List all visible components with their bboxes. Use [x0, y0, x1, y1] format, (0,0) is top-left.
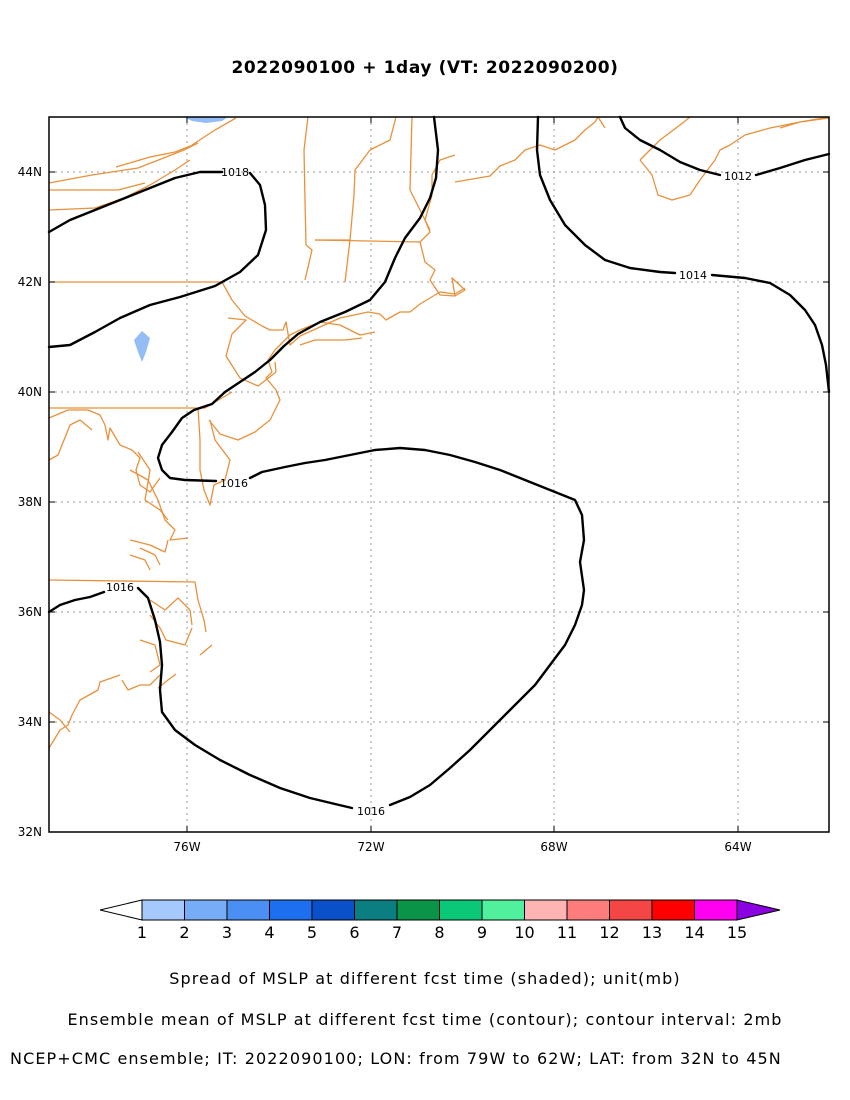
contour-1014 [535, 115, 677, 275]
colorbar-label: 7 [392, 923, 402, 942]
contour-1018-north [47, 170, 224, 234]
colorbar-cell [226, 899, 270, 921]
contour-labels: 1018 1016 1016 1016 1014 1012 [106, 166, 752, 818]
contour-label: 1016 [106, 581, 134, 594]
colorbar-label: 9 [477, 923, 487, 942]
y-tick-label: 32N [18, 825, 42, 839]
contour-label: 1012 [724, 170, 752, 183]
colorbar-low-arrow [99, 899, 143, 921]
coastlines [48, 116, 830, 750]
y-tick-label: 42N [18, 275, 42, 289]
colorbar-label: 15 [727, 923, 747, 942]
y-axis-labels: 32N 34N 36N 38N 40N 42N 44N [18, 165, 42, 839]
y-tick-label: 38N [18, 495, 42, 509]
plot-area [49, 117, 829, 832]
colorbar-cell [354, 899, 398, 921]
contour-1012-east [754, 152, 831, 177]
y-tick-label: 36N [18, 605, 42, 619]
colorbar-cell [609, 899, 653, 921]
colorbar-label: 8 [434, 923, 444, 942]
x-tick-label: 68W [540, 840, 567, 854]
colorbar-cell [694, 899, 738, 921]
colorbar-cell [439, 899, 483, 921]
colorbar-cell [651, 899, 695, 921]
pressure-contours [47, 115, 831, 810]
colorbar-cell [269, 899, 313, 921]
colorbar-cell [184, 899, 228, 921]
y-tick-label: 34N [18, 715, 42, 729]
contour-label: 1018 [221, 166, 249, 179]
caption-contours: Ensemble mean of MSLP at different fcst … [67, 1010, 783, 1029]
colorbar-cell [141, 899, 185, 921]
contour-1016-south-loop [136, 586, 354, 810]
colorbar-label: 3 [222, 923, 232, 942]
contour-label: 1014 [679, 269, 707, 282]
colorbar-label: 12 [599, 923, 619, 942]
colorbar-cell [566, 899, 610, 921]
contour-label: 1016 [357, 805, 385, 818]
lake-ontario [184, 117, 228, 123]
contour-label: 1016 [220, 477, 248, 490]
colorbar-label: 2 [179, 923, 189, 942]
colorbar-high-arrow [736, 899, 781, 921]
x-axis-labels: 76W 72W 68W 64W [173, 840, 751, 854]
colorbar-cell [396, 899, 440, 921]
colorbar-cells [141, 899, 738, 921]
contour-1016-oval [248, 446, 586, 807]
colorbar: 1 2 3 4 5 6 7 8 9 10 11 12 13 14 15 [99, 899, 781, 942]
contour-1014-east [710, 273, 831, 394]
x-tick-label: 64W [724, 840, 751, 854]
colorbar-cell [481, 899, 525, 921]
y-tick-label: 44N [18, 165, 42, 179]
colorbar-label: 10 [514, 923, 534, 942]
lakes [134, 117, 228, 362]
colorbar-label: 14 [684, 923, 704, 942]
colorbar-cell [524, 899, 568, 921]
colorbar-label: 5 [307, 923, 317, 942]
x-tick-label: 76W [173, 840, 200, 854]
contour-1016-south [47, 590, 106, 614]
colorbar-label: 11 [557, 923, 577, 942]
x-tick-label: 72W [357, 840, 384, 854]
colorbar-label: 13 [642, 923, 662, 942]
caption-ensemble-info: NCEP+CMC ensemble; IT: 2022090100; LON: … [10, 1049, 782, 1068]
colorbar-label: 6 [349, 923, 359, 942]
contour-1016-coast [156, 115, 440, 483]
colorbar-label: 4 [264, 923, 274, 942]
chart-title: 2022090100 + 1day (VT: 2022090200) [231, 58, 619, 78]
gridlines [49, 117, 829, 832]
contour-1018-loop [47, 171, 268, 349]
colorbar-labels: 1 2 3 4 5 6 7 8 9 10 11 12 13 14 15 [137, 923, 747, 942]
caption-shading: Spread of MSLP at different fcst time (s… [169, 969, 681, 988]
colorbar-cell [311, 899, 355, 921]
map-border [48, 116, 830, 833]
tick-marks [49, 117, 829, 832]
contour-1012 [618, 115, 722, 177]
y-tick-label: 40N [18, 385, 42, 399]
map-figure: 1018 1016 1016 1016 1014 1012 76W 72W 68… [18, 115, 831, 942]
chesapeake-water [134, 331, 150, 362]
colorbar-label: 1 [137, 923, 147, 942]
